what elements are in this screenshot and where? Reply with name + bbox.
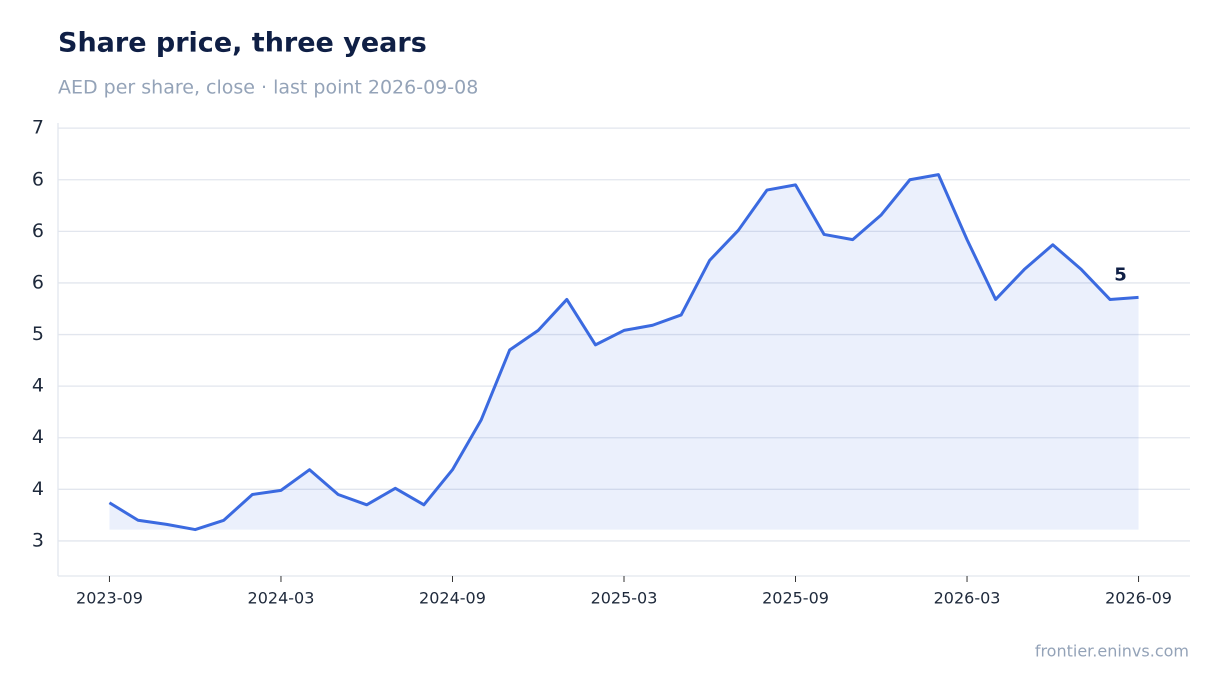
y-tick-label: 7 bbox=[32, 117, 44, 139]
y-tick-label: 6 bbox=[32, 220, 44, 242]
y-tick-label: 6 bbox=[32, 271, 44, 293]
chart-subtitle: AED per share, close · last point 2026-0… bbox=[58, 77, 478, 99]
y-tick-label: 4 bbox=[32, 426, 44, 448]
y-tick-label: 4 bbox=[32, 375, 44, 397]
x-tick-label: 2025-09 bbox=[762, 589, 829, 608]
area bbox=[109, 174, 1139, 530]
x-tick-label: 2023-09 bbox=[76, 589, 143, 608]
line bbox=[108, 173, 1139, 532]
x-tick-label: 2026-03 bbox=[934, 589, 1001, 608]
x-tick-label: 2024-03 bbox=[248, 589, 315, 608]
y-tick-label: 5 bbox=[32, 323, 44, 345]
y-tick-label: 3 bbox=[32, 529, 44, 551]
source: frontier.eninvs.com bbox=[1035, 642, 1189, 661]
x-tick-label: 2025-03 bbox=[591, 589, 658, 608]
y-tick-label: 4 bbox=[32, 478, 44, 500]
x-tick-label: 2024-09 bbox=[419, 589, 486, 608]
value-label: 5 bbox=[1114, 264, 1127, 285]
x-tick-label: 2026-09 bbox=[1105, 589, 1172, 608]
y-tick-label: 6 bbox=[32, 168, 44, 190]
chart-title: Share price, three years bbox=[58, 28, 427, 59]
